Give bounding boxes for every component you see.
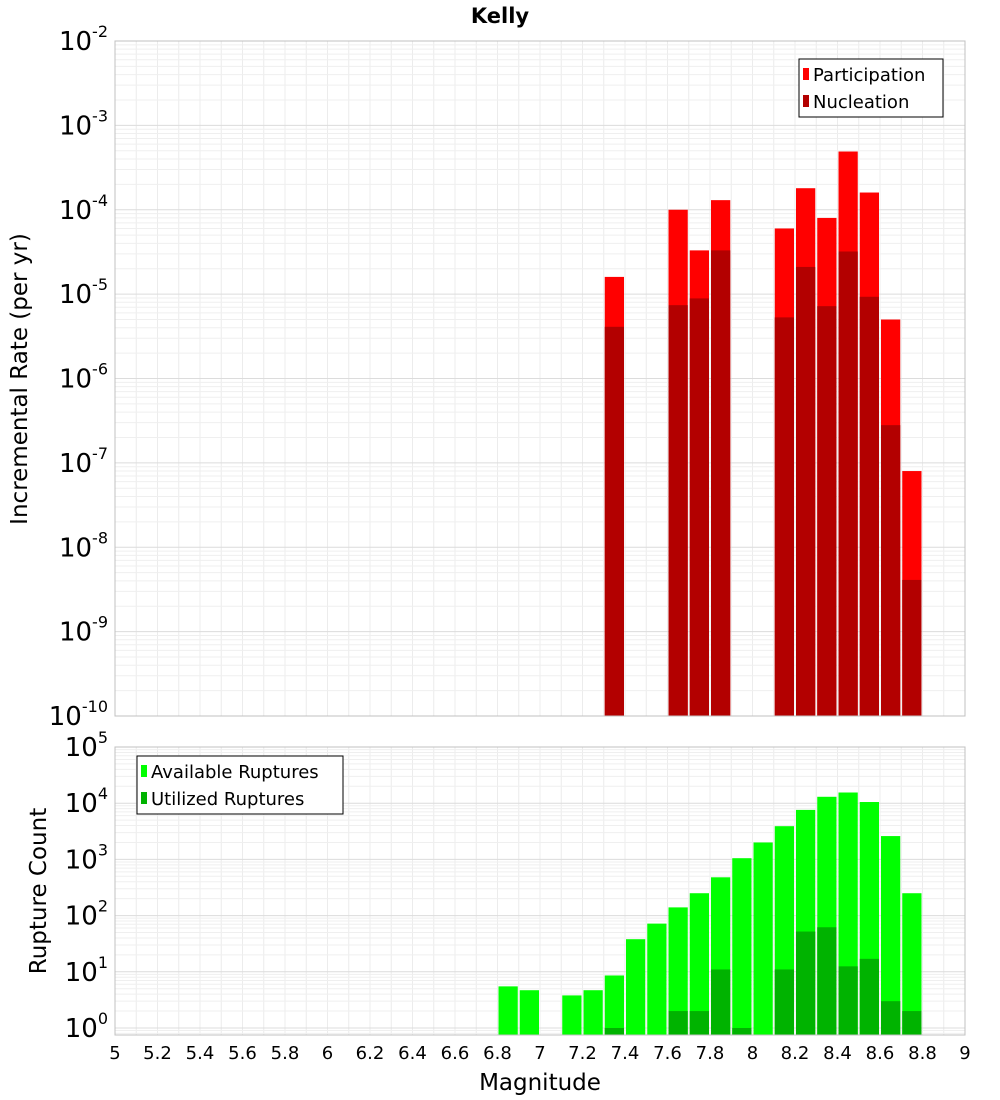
utilized-ruptures-bar [774, 969, 794, 1035]
legend-label-available-ruptures: Available Ruptures [151, 762, 319, 783]
x-tick-label: 6.8 [483, 1043, 512, 1064]
available-ruptures-bar [881, 836, 901, 1035]
top-y-axis-label: Incremental Rate (per yr) [7, 233, 33, 525]
y-tick-label: 10-3 [59, 106, 108, 141]
x-axis-label: Magnitude [479, 1070, 601, 1096]
utilized-ruptures-bar [604, 1027, 624, 1035]
utilized-ruptures-bar [668, 1011, 688, 1035]
y-tick-label: 102 [65, 897, 108, 932]
utilized-ruptures-bar [859, 958, 879, 1035]
nucleation-bar [796, 266, 816, 716]
available-ruptures-bar [626, 939, 646, 1035]
utilized-ruptures-bar [732, 1027, 752, 1035]
y-tick-label: 10-9 [59, 613, 108, 648]
y-tick-label: 10-4 [59, 191, 108, 226]
available-ruptures-bar [689, 893, 709, 1035]
bottom-y-tick-labels: 105 104 103 102 101 100 [65, 728, 108, 1044]
utilized-ruptures-bar [881, 1001, 901, 1035]
utilized-ruptures-bar [902, 1011, 922, 1035]
y-tick-label: 10-5 [59, 275, 108, 310]
y-tick-label: 10-2 [59, 22, 108, 57]
top-plot-frame [114, 40, 966, 717]
legend-label-nucleation: Nucleation [813, 92, 909, 113]
available-ruptures-bar [668, 907, 688, 1035]
available-ruptures-bar [732, 858, 752, 1035]
y-tick-label: 101 [65, 953, 108, 988]
y-tick-label: 100 [65, 1009, 108, 1044]
legend-box [136, 755, 344, 815]
utilized-ruptures-bar [796, 931, 816, 1035]
utilized-ruptures-bar [817, 927, 837, 1035]
top-grid [114, 41, 966, 717]
available-ruptures-bar [647, 923, 667, 1035]
available-ruptures-bar [519, 990, 539, 1035]
available-ruptures-bar [604, 975, 624, 1035]
rupture-count-panel: 105 104 103 102 101 100 5 5.2 5.4 5.6 5.8 6 6.2 6.4 6… [26, 728, 971, 1096]
x-tick-label: 8.4 [823, 1043, 852, 1064]
x-tick-label: 8.8 [908, 1043, 937, 1064]
x-tick-label: 5 [109, 1043, 120, 1064]
legend-swatch-participation [803, 68, 809, 80]
x-tick-label: 7 [534, 1043, 545, 1064]
bottom-plot-frame [114, 746, 966, 1036]
x-tick-label: 8.2 [781, 1043, 810, 1064]
x-tick-label: 8.6 [866, 1043, 895, 1064]
y-tick-label: 104 [65, 784, 108, 819]
legend-label-participation: Participation [813, 65, 925, 86]
x-tick-label: 6.2 [356, 1043, 385, 1064]
x-tick-label: 9 [959, 1043, 970, 1064]
x-tick-label: 6.6 [441, 1043, 470, 1064]
x-tick-label: 6.4 [398, 1043, 427, 1064]
legend-swatch-utilized-ruptures [141, 792, 147, 804]
nucleation-bar [668, 305, 688, 716]
y-tick-label: 10-7 [59, 444, 108, 479]
available-ruptures-bar [902, 893, 922, 1035]
nucleation-bar [689, 298, 709, 716]
legend-swatch-nucleation [803, 95, 809, 107]
legend-box [798, 58, 944, 118]
nucleation-bar [902, 579, 922, 716]
available-ruptures-bar [583, 990, 603, 1035]
x-tick-label: 7.2 [568, 1043, 597, 1064]
top-bars [604, 151, 922, 716]
nucleation-bar [774, 317, 794, 716]
bottom-legend: Available Ruptures Utilized Ruptures [136, 755, 344, 815]
participation-nucleation-panel: 10-2 10-3 10-4 10-5 10-6 10-7 10-8 10-9 10-10 In… [7, 22, 966, 732]
bottom-bars [498, 792, 922, 1035]
x-tick-label: 5.6 [228, 1043, 257, 1064]
x-tick-label: 7.8 [696, 1043, 725, 1064]
top-y-tick-labels: 10-2 10-3 10-4 10-5 10-6 10-7 10-8 10-9 10-10 [49, 22, 108, 732]
chart-title: Kelly [471, 4, 530, 28]
available-ruptures-bar [753, 842, 773, 1035]
bottom-y-axis-label: Rupture Count [26, 808, 52, 974]
y-tick-label: 10-10 [49, 697, 108, 732]
available-ruptures-bar [562, 995, 582, 1035]
nucleation-bar [859, 296, 879, 716]
nucleation-bar [838, 251, 858, 716]
legend-label-utilized-ruptures: Utilized Ruptures [151, 789, 304, 810]
y-tick-label: 10-8 [59, 528, 108, 563]
x-tick-label: 7.4 [611, 1043, 640, 1064]
x-tick-label: 7.6 [653, 1043, 682, 1064]
utilized-ruptures-bar [689, 1011, 709, 1035]
nucleation-bar [711, 250, 731, 716]
y-tick-label: 105 [65, 728, 108, 763]
x-tick-label: 5.8 [271, 1043, 300, 1064]
nucleation-bar [817, 306, 837, 716]
x-tick-label: 5.4 [186, 1043, 215, 1064]
x-tick-label: 8 [747, 1043, 758, 1064]
y-tick-label: 103 [65, 840, 108, 875]
nucleation-bar [881, 425, 901, 716]
available-ruptures-bar [498, 986, 518, 1035]
top-legend: Participation Nucleation [798, 58, 944, 118]
x-tick-labels: 5 5.2 5.4 5.6 5.8 6 6.2 6.4 6.6 6.8 7 7.2 7.4 7.6 7.8 8… [109, 1043, 970, 1064]
utilized-ruptures-bar [838, 966, 858, 1035]
x-tick-label: 6 [322, 1043, 333, 1064]
utilized-ruptures-bar [711, 969, 731, 1035]
x-tick-label: 5.2 [143, 1043, 172, 1064]
nucleation-bar [604, 326, 624, 716]
legend-swatch-available-ruptures [141, 765, 147, 777]
y-tick-label: 10-6 [59, 360, 108, 395]
